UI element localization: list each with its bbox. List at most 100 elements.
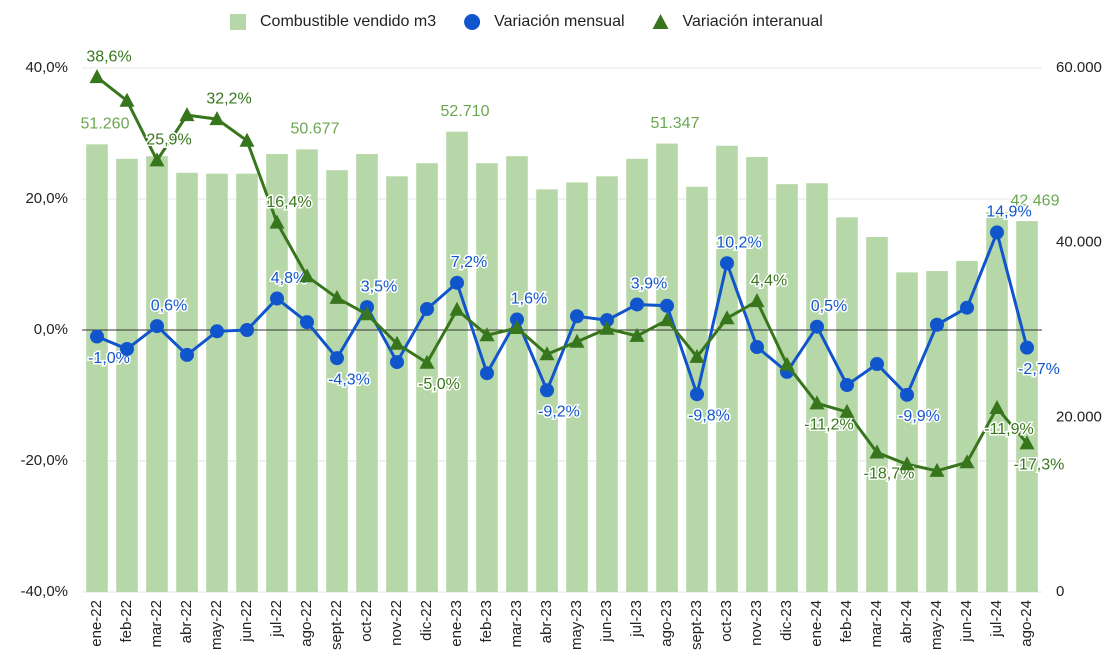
x-tick-label: mar-22 bbox=[148, 600, 165, 648]
x-tick-label: dic-23 bbox=[778, 600, 795, 641]
marker bbox=[929, 462, 945, 477]
marker bbox=[270, 291, 284, 306]
bar bbox=[206, 173, 228, 592]
bar bbox=[746, 157, 768, 592]
marker bbox=[89, 69, 105, 84]
line-value-label: -2,7% bbox=[1018, 361, 1060, 378]
marker bbox=[300, 315, 314, 330]
marker bbox=[930, 317, 944, 332]
line-value-label: -11,2% bbox=[804, 417, 854, 434]
y-tick-label: -20,0% bbox=[20, 452, 68, 469]
bar bbox=[356, 154, 378, 593]
marker bbox=[720, 256, 734, 271]
y-tick-label: 20,0% bbox=[25, 190, 68, 207]
bar bbox=[956, 261, 978, 592]
marker bbox=[420, 302, 434, 317]
x-tick-label: feb-24 bbox=[838, 600, 855, 643]
x-tick-label: jun-23 bbox=[598, 600, 615, 643]
x-tick-label: mar-24 bbox=[868, 600, 885, 648]
legend-swatch bbox=[230, 14, 246, 30]
line-value-label: 1,6% bbox=[511, 291, 547, 308]
line-value-label: -4,3% bbox=[328, 371, 370, 388]
line-value-label: 25,9% bbox=[146, 132, 191, 149]
x-tick-label: ene-23 bbox=[448, 600, 465, 647]
x-tick-label: jul-22 bbox=[268, 600, 285, 638]
marker bbox=[900, 387, 914, 402]
marker bbox=[630, 297, 644, 312]
x-tick-label: dic-22 bbox=[418, 600, 435, 641]
x-tick-label: oct-22 bbox=[358, 600, 375, 642]
x-tick-label: abr-22 bbox=[178, 600, 195, 643]
x-tick-label: feb-22 bbox=[118, 600, 135, 643]
bar bbox=[926, 271, 948, 592]
bar-value-label: 51.347 bbox=[651, 115, 700, 132]
x-tick-label: sept-23 bbox=[688, 600, 705, 650]
bar bbox=[416, 163, 438, 592]
bar bbox=[596, 176, 618, 592]
line-value-label: 10,2% bbox=[716, 234, 761, 251]
marker bbox=[540, 383, 554, 398]
line-value-label: -9,9% bbox=[898, 408, 940, 425]
marker bbox=[749, 293, 765, 308]
x-tick-label: nov-22 bbox=[388, 600, 405, 646]
marker bbox=[959, 454, 975, 469]
marker bbox=[450, 275, 464, 290]
marker bbox=[299, 268, 315, 283]
line-value-label: 38,6% bbox=[86, 48, 131, 65]
x-tick-label: ago-23 bbox=[658, 600, 675, 647]
line-value-label: -17,3% bbox=[1014, 457, 1065, 474]
y-tick-label: -40,0% bbox=[20, 583, 68, 600]
line bbox=[96, 75, 1029, 473]
x-tick-label: jun-22 bbox=[238, 600, 255, 643]
marker bbox=[839, 403, 855, 418]
marker bbox=[750, 340, 764, 355]
marker bbox=[719, 310, 735, 325]
bar bbox=[896, 272, 918, 592]
line-value-label: 32,2% bbox=[206, 90, 251, 107]
bar bbox=[236, 173, 258, 592]
marker bbox=[539, 346, 555, 361]
marker bbox=[599, 320, 615, 335]
marker bbox=[239, 132, 255, 147]
marker bbox=[390, 355, 404, 370]
line-value-label: 3,5% bbox=[361, 278, 397, 295]
legend-label: Variación interanual bbox=[683, 13, 823, 30]
marker bbox=[810, 319, 824, 334]
marker bbox=[629, 327, 645, 342]
marker bbox=[990, 225, 1004, 240]
bar bbox=[446, 131, 468, 592]
marker bbox=[180, 347, 194, 362]
marker bbox=[600, 313, 614, 328]
bar bbox=[716, 145, 738, 592]
marker bbox=[570, 309, 584, 324]
marker bbox=[1020, 340, 1034, 355]
marker bbox=[659, 312, 675, 327]
y2-tick-label: 0 bbox=[1056, 583, 1064, 600]
bar bbox=[776, 184, 798, 593]
bar bbox=[146, 156, 168, 592]
marker bbox=[209, 111, 225, 126]
marker bbox=[269, 214, 285, 229]
marker bbox=[509, 320, 525, 335]
x-tick-label: ene-24 bbox=[808, 600, 825, 647]
line-value-label: 4,4% bbox=[751, 272, 787, 289]
x-tick-label: ago-22 bbox=[298, 600, 315, 647]
legend-label: Variación mensual bbox=[494, 13, 624, 30]
bar-value-label: 42.469 bbox=[1011, 192, 1060, 209]
y2-tick-label: 40.000 bbox=[1056, 234, 1102, 251]
line-value-label: -11,9% bbox=[984, 421, 1034, 438]
marker bbox=[989, 399, 1005, 414]
marker bbox=[690, 387, 704, 402]
marker bbox=[359, 306, 375, 321]
marker bbox=[150, 319, 164, 334]
bar bbox=[656, 143, 678, 593]
marker bbox=[960, 300, 974, 315]
bar bbox=[116, 158, 138, 592]
bar bbox=[806, 183, 828, 592]
marker bbox=[179, 107, 195, 122]
line-value-label: 14,9% bbox=[986, 204, 1031, 221]
x-tick-label: jul-24 bbox=[988, 600, 1005, 638]
marker bbox=[660, 298, 674, 313]
marker bbox=[90, 329, 104, 344]
